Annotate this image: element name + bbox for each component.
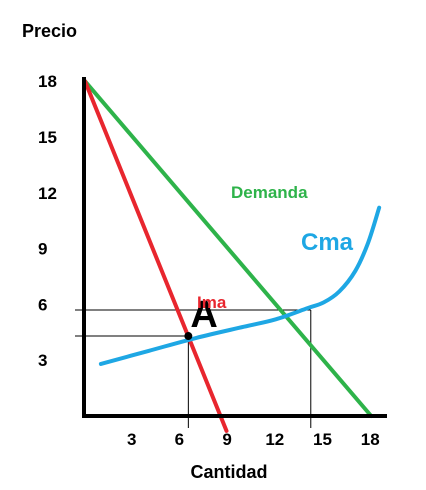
point-a-marker bbox=[184, 332, 193, 341]
x-tick-label: 3 bbox=[127, 430, 136, 449]
series-label-ima: Ima bbox=[197, 293, 227, 312]
y-tick-label: 15 bbox=[38, 128, 57, 147]
x-tick-label: 18 bbox=[361, 430, 380, 449]
x-tick-labels: 3 6 9 12 15 18 bbox=[127, 430, 380, 449]
y-tick-label: 6 bbox=[38, 295, 47, 314]
y-tick-labels: 3 6 9 12 15 18 bbox=[38, 72, 57, 370]
y-tick-label: 18 bbox=[38, 72, 57, 91]
x-axis-title: Cantidad bbox=[190, 462, 267, 482]
series-label-cma: Cma bbox=[301, 229, 354, 256]
ima-line bbox=[83, 79, 229, 433]
y-tick-label: 9 bbox=[38, 240, 47, 259]
y-axis-title: Precio bbox=[22, 21, 77, 41]
series-label-demanda: Demanda bbox=[231, 183, 308, 202]
series-layer bbox=[83, 79, 382, 433]
x-tick-label: 15 bbox=[313, 430, 332, 449]
x-tick-label: 6 bbox=[175, 430, 184, 449]
demanda-line bbox=[83, 79, 374, 418]
x-tick-label: 9 bbox=[222, 430, 231, 449]
point-a-label: A bbox=[190, 294, 217, 336]
y-tick-label: 12 bbox=[38, 184, 57, 203]
x-tick-label: 12 bbox=[265, 430, 284, 449]
cma-curve bbox=[98, 205, 382, 366]
y-tick-label: 3 bbox=[38, 351, 47, 370]
reference-lines bbox=[75, 309, 312, 428]
